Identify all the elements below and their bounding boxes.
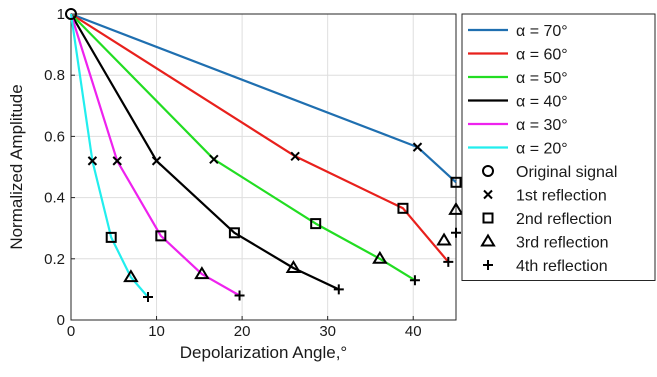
y-axis-label: Normalized Amplitude [7, 84, 26, 249]
legend-label: 1st reflection [516, 188, 607, 205]
legend-label: α = 60° [516, 47, 568, 64]
series-line-2 [70, 13, 450, 263]
legend-marker [483, 260, 493, 270]
x-tick-label: 40 [405, 323, 422, 340]
legend-entry-3: α = 50° [468, 70, 568, 87]
y-tick-label: 0 [57, 312, 65, 329]
legend-entry-5: α = 30° [468, 117, 568, 134]
2nd-reflection-marker [397, 202, 409, 214]
legend-label: α = 30° [516, 117, 568, 134]
plot-area [70, 13, 457, 321]
1st-reflection-marker [151, 156, 162, 166]
series-lines [69, 12, 457, 298]
4th-reflection-marker [451, 227, 461, 238]
y-tick-label: 1 [57, 6, 65, 23]
x-axis-label: Depolarization Angle,° [180, 343, 347, 362]
series-line-3 [70, 13, 416, 282]
2nd-reflection-marker [228, 227, 240, 239]
3rd-reflection-marker [436, 232, 452, 246]
legend-entry-4th-reflection: 4th reflection [483, 258, 608, 275]
series-line-5 [69, 13, 241, 297]
legend-label: α = 70° [516, 23, 568, 40]
4th-reflection-marker [143, 292, 153, 303]
3rd-reflection-marker [194, 266, 210, 280]
legend: α = 70° α = 60° α = 50° α = 40° α = 30° α = 2… [461, 13, 656, 281]
y-tick-label: 0.8 [44, 67, 65, 84]
y-tick-label: 0.4 [44, 190, 65, 207]
y-tick-label: 0.6 [44, 128, 65, 145]
legend-label: Original signal [516, 164, 617, 181]
legend-label: α = 40° [516, 94, 568, 111]
legend-label: 4th reflection [516, 258, 608, 275]
grid [70, 13, 456, 321]
legend-label: 2nd reflection [516, 211, 612, 228]
2nd-reflection-marker [310, 218, 322, 230]
y-axis: 0 0.2 0.4 0.6 0.8 1 [44, 6, 75, 329]
legend-entry-2: α = 60° [468, 47, 568, 64]
3rd-reflection-marker [372, 250, 388, 264]
legend-label: 3rd reflection [516, 235, 609, 252]
series-line-6 [69, 13, 149, 298]
legend-entry-1st-reflection: 1st reflection [483, 188, 607, 205]
y-tick-label: 0.2 [44, 251, 65, 268]
1st-reflection-marker [209, 154, 219, 165]
legend-label: α = 50° [516, 70, 568, 87]
4th-reflection-marker [234, 290, 245, 301]
x-tick-label: 0 [67, 323, 75, 340]
legend-marker [480, 233, 496, 247]
3rd-reflection-marker [123, 269, 139, 283]
1st-reflection-marker [112, 156, 122, 166]
legend-marker [482, 165, 494, 177]
1st-reflection-marker [290, 151, 300, 161]
legend-entry-1: α = 70° [468, 23, 568, 40]
3rd-reflection-marker [285, 260, 302, 273]
1st-reflection-marker [87, 156, 98, 166]
4th-reflection-marker [443, 256, 454, 267]
x-axis: 0 10 20 30 40 [67, 316, 422, 340]
legend-entry-4: α = 40° [468, 94, 568, 111]
legend-entry-original-signal: Original signal [482, 164, 617, 181]
legend-marker [483, 189, 493, 200]
legend-entry-2nd-reflection: 2nd reflection [482, 211, 612, 228]
4th-reflection-marker [333, 284, 344, 295]
legend-entry-3rd-reflection: 3rd reflection [480, 233, 609, 252]
x-tick-label: 10 [148, 323, 165, 340]
2nd-reflection-marker [155, 230, 167, 242]
original-signal-marker [65, 8, 77, 20]
x-tick-label: 20 [234, 323, 251, 340]
plot-background [71, 14, 456, 320]
legend-label: α = 20° [516, 141, 568, 158]
4th-reflection-marker [409, 275, 420, 286]
legend-entry-6: α = 20° [468, 141, 568, 158]
series-line-4 [70, 13, 340, 291]
3rd-reflection-marker [448, 201, 464, 215]
2nd-reflection-marker [105, 231, 117, 243]
1st-reflection-marker [412, 142, 423, 152]
x-tick-label: 30 [319, 323, 336, 340]
legend-marker [482, 212, 494, 224]
reflection-markers [65, 8, 464, 303]
2nd-reflection-marker [450, 176, 462, 188]
